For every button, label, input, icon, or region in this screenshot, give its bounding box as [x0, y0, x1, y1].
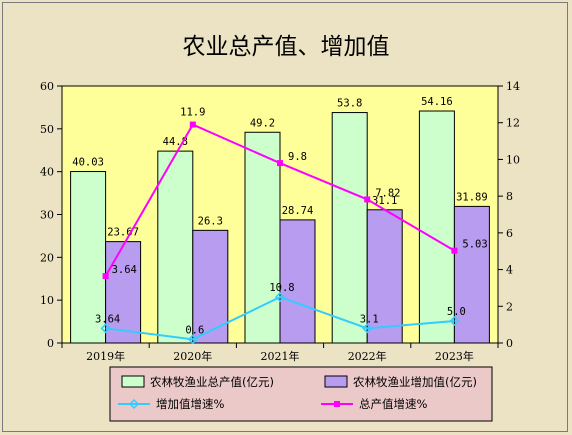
bar-data-label: 54.16: [421, 96, 453, 108]
bar-data-label: 40.03: [72, 157, 104, 169]
y-left-tick-label: 10: [40, 294, 54, 307]
line-data-label: 3.64: [112, 264, 137, 276]
bar-total-output: [244, 131, 281, 344]
line-data-label: 3.1: [360, 313, 379, 325]
bar-total-output: [157, 150, 194, 344]
y-left-tick-label: 40: [40, 166, 54, 179]
bar-value-added: [105, 241, 142, 344]
legend-marker: [334, 401, 340, 407]
bar-data-label: 53.8: [337, 98, 362, 110]
legend-label: 农林牧渔业增加值(亿元): [353, 375, 477, 389]
chart-frame: [2, 2, 568, 432]
legend-swatch: [324, 375, 348, 388]
point-marker-total-output-growth: [451, 247, 458, 254]
point-marker-total-output-growth: [364, 196, 371, 203]
y-left-tick-label: 50: [40, 123, 54, 136]
point-marker-value-added-growth: [274, 292, 286, 303]
x-tick-label: 2022年: [348, 349, 387, 363]
y-right-tick-label: 14: [506, 80, 520, 93]
bar-data-label: 31.1: [372, 195, 397, 207]
bar-data-label: 49.2: [250, 117, 275, 129]
bar-total-output: [331, 112, 368, 344]
line-data-label: 7.82: [375, 187, 400, 199]
line-data-label: 3.64: [95, 313, 120, 325]
legend-marker: [128, 398, 140, 410]
x-tick-label: 2023年: [435, 349, 474, 363]
bar-data-label: 28.74: [282, 205, 314, 217]
bar-data-label: 23.67: [107, 227, 139, 239]
y-right-tick-label: 12: [506, 117, 520, 130]
legend: [109, 366, 493, 422]
y-left-tick-label: 60: [40, 80, 54, 93]
point-marker-total-output-growth: [277, 160, 283, 167]
y-right-tick-label: 0: [506, 337, 513, 350]
bar-value-added: [453, 205, 490, 344]
y-right-tick-label: 4: [506, 264, 513, 277]
line-data-label: 5.03: [462, 239, 487, 251]
y-left-tick-label: 30: [40, 209, 54, 222]
bar-data-label: 31.89: [456, 191, 488, 203]
bar-data-label: 26.3: [198, 215, 223, 227]
line-data-label: 9.8: [288, 151, 307, 163]
x-tick-label: 2020年: [173, 349, 212, 363]
line-data-label: 0.6: [185, 324, 204, 336]
point-marker-value-added-growth: [449, 315, 460, 327]
line-data-label: 10.8: [269, 282, 294, 294]
y-right-tick-label: 10: [506, 153, 520, 166]
y-right-tick-label: 8: [506, 190, 513, 203]
point-marker-total-output-growth: [189, 121, 196, 128]
legend-label: 农林牧渔业总产值(亿元): [150, 375, 274, 389]
legend-label: 总产值增速%: [359, 397, 427, 411]
point-marker-value-added-growth: [362, 323, 373, 334]
bar-total-output: [418, 110, 455, 344]
y-right-tick-label: 6: [506, 227, 513, 240]
series-line-value-added-growth: [105, 296, 455, 341]
bar-total-output: [70, 171, 107, 344]
y-right-tick-label: 2: [506, 300, 513, 313]
y-left-tick-label: 20: [40, 251, 54, 264]
chart-title: 农业总产值、增加值: [183, 34, 390, 60]
line-data-label: 5.0: [447, 306, 466, 318]
point-marker-value-added-growth: [100, 323, 111, 334]
line-data-label: 11.9: [180, 107, 205, 119]
bar-value-added: [279, 219, 316, 344]
legend-label: 增加值增速%: [156, 397, 224, 411]
x-tick-label: 2019年: [86, 349, 125, 363]
bar-value-added: [366, 209, 403, 344]
y-left-tick-label: 0: [47, 337, 54, 350]
point-marker-value-added-growth: [187, 334, 198, 345]
point-marker-total-output-growth: [102, 273, 109, 280]
legend-swatch: [121, 375, 145, 388]
x-tick-label: 2021年: [261, 349, 300, 363]
